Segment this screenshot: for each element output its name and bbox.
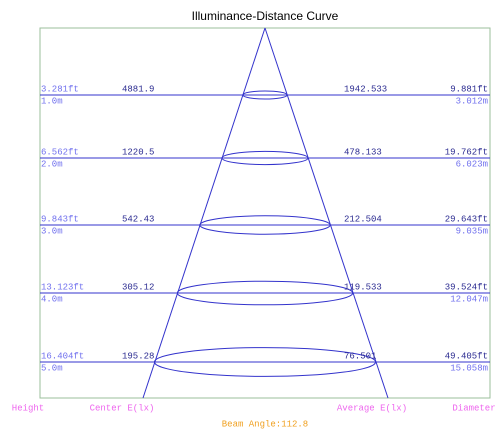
center-header: Center E(lx) <box>90 403 155 413</box>
center-value: 4881.9 <box>122 84 154 94</box>
diameter-m: 6.023m <box>456 159 488 169</box>
title: Illuminance-Distance Curve <box>192 9 339 23</box>
height-ft: 16.404ft <box>41 351 84 361</box>
average-value: 119.533 <box>344 282 382 292</box>
diameter-m: 15.058m <box>450 363 488 373</box>
average-value: 212.504 <box>344 214 382 224</box>
height-header: Height <box>12 403 44 413</box>
beam-ellipse <box>176 280 354 306</box>
average-value: 76.501 <box>344 351 376 361</box>
height-m: 3.0m <box>41 226 63 236</box>
height-m: 1.0m <box>41 96 63 106</box>
height-ft: 3.281ft <box>41 84 79 94</box>
height-m: 4.0m <box>41 294 63 304</box>
center-value: 195.28 <box>122 351 154 361</box>
diameter-m: 12.047m <box>450 294 488 304</box>
cone-edge <box>264 27 389 399</box>
center-value: 305.12 <box>122 282 154 292</box>
height-ft: 6.562ft <box>41 147 79 157</box>
height-m: 5.0m <box>41 363 63 373</box>
height-ft: 13.123ft <box>41 282 84 292</box>
average-value: 478.133 <box>344 147 382 157</box>
diameter-ft: 29.643ft <box>445 214 488 224</box>
diameter-m: 9.035m <box>456 226 488 236</box>
beam-ellipse <box>153 347 377 377</box>
beam-ellipse <box>199 215 331 235</box>
diameter-ft: 19.762ft <box>445 147 488 157</box>
height-m: 2.0m <box>41 159 63 169</box>
beam-angle: Beam Angle:112.8 <box>222 419 308 429</box>
cone-edge <box>142 27 266 399</box>
height-ft: 9.843ft <box>41 214 79 224</box>
diameter-m: 3.012m <box>456 96 488 106</box>
beam-ellipse <box>221 150 309 166</box>
diameter-ft: 49.405ft <box>445 351 488 361</box>
diameter-header: Diameter <box>452 403 495 413</box>
diameter-ft: 9.881ft <box>450 84 488 94</box>
beam-ellipse <box>242 90 288 100</box>
average-header: Average E(lx) <box>337 403 407 413</box>
center-value: 1220.5 <box>122 147 154 157</box>
center-value: 542.43 <box>122 214 154 224</box>
average-value: 1942.533 <box>344 84 387 94</box>
diameter-ft: 39.524ft <box>445 282 488 292</box>
frame <box>39 27 491 399</box>
